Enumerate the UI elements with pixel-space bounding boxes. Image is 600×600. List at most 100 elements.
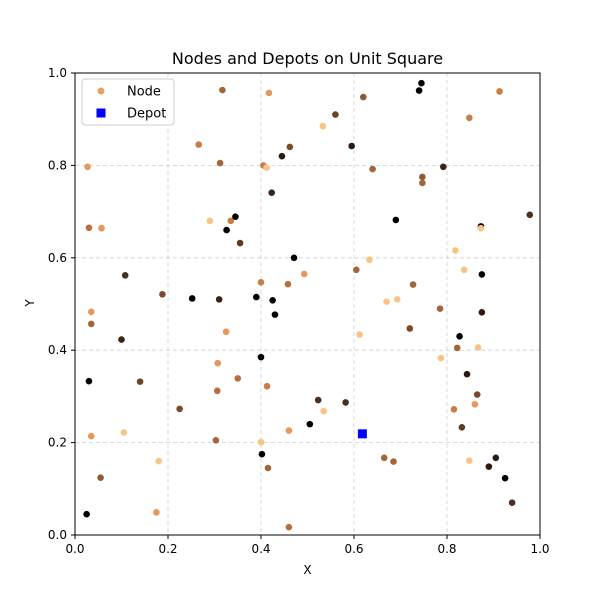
node-point [136, 378, 144, 385]
legend-depot-label: Depot [127, 107, 166, 122]
node-point [314, 396, 322, 404]
node-point [409, 281, 417, 288]
node-point [453, 344, 461, 352]
node-point [284, 280, 292, 288]
node-point [120, 429, 128, 436]
node-point [232, 213, 239, 220]
legend-node-marker [97, 87, 105, 95]
node-point [84, 163, 91, 171]
legend-node-label: Node [127, 85, 161, 100]
y-tick-label: 0.0 [48, 528, 67, 542]
node-point [285, 523, 293, 531]
node-point [153, 509, 160, 516]
node-point [496, 88, 503, 95]
node-point [419, 179, 426, 187]
node-point [450, 406, 458, 413]
node-point [380, 454, 388, 462]
x-tick-label: 0.2 [158, 542, 177, 556]
node-point [222, 328, 230, 336]
node-point [85, 224, 93, 232]
node-point [257, 278, 265, 286]
node-point [87, 308, 95, 316]
node-point [236, 239, 244, 247]
node-point [258, 450, 266, 458]
node-point [348, 142, 355, 150]
node-point [466, 114, 473, 122]
node-point [383, 298, 390, 305]
node-point [227, 217, 235, 225]
node-point [159, 290, 166, 298]
node-point [98, 224, 105, 232]
node-point [306, 420, 314, 428]
node-point [269, 297, 276, 304]
node-point [485, 463, 493, 470]
node-point [85, 377, 93, 385]
x-tick-label: 0.4 [251, 542, 270, 556]
node-point [320, 407, 328, 415]
plot-area-frame [74, 72, 541, 536]
node-point [477, 224, 485, 232]
y-tick-label: 1.0 [48, 66, 67, 80]
node-point [463, 370, 471, 378]
legend: Node Depot [81, 78, 175, 126]
y-tick-label: 0.8 [48, 158, 67, 172]
node-point [155, 457, 162, 465]
node-point [393, 296, 401, 303]
node-point [286, 143, 294, 151]
node-point [285, 427, 293, 434]
node-point [212, 436, 220, 444]
node-point [257, 438, 265, 446]
node-point [478, 271, 486, 278]
node-point [437, 354, 445, 362]
node-point [356, 331, 363, 338]
node-point [216, 159, 224, 167]
y-tick-label: 0.6 [48, 251, 67, 265]
node-point [452, 247, 459, 254]
y-axis-ticks: 0.0 0.2 0.4 0.6 0.8 1.0 [48, 66, 75, 542]
node-point [121, 272, 129, 279]
node-point [97, 474, 104, 482]
node-point [466, 457, 473, 464]
node-point [271, 311, 279, 318]
x-tick-label: 0.6 [344, 542, 363, 556]
node-point [436, 305, 444, 312]
node-point [214, 359, 222, 367]
node-point [501, 474, 509, 482]
node-point [439, 163, 447, 171]
node-point [234, 375, 242, 382]
x-tick-label: 0.0 [65, 542, 84, 556]
node-point [460, 266, 468, 274]
node-point [263, 382, 271, 390]
node-point [360, 93, 367, 101]
node-point [195, 141, 202, 148]
node-point [366, 256, 373, 263]
x-axis-ticks: 0.0 0.2 0.4 0.6 0.8 1.0 [65, 535, 550, 556]
node-point [219, 86, 226, 94]
depot-point [357, 429, 367, 439]
node-point [87, 432, 95, 440]
node-point [83, 510, 90, 518]
node-point [87, 320, 95, 328]
y-tick-label: 0.2 [48, 436, 67, 450]
node-point [471, 400, 479, 408]
node-point [188, 295, 196, 302]
node-point [213, 387, 221, 395]
node-point [257, 353, 265, 361]
legend-depot-marker [96, 108, 106, 118]
node-point [478, 309, 486, 316]
node-point [458, 424, 466, 431]
y-tick-label: 0.4 [48, 343, 67, 357]
node-point [419, 173, 426, 181]
y-axis-label: Y [23, 299, 37, 308]
node-point [526, 211, 534, 219]
node-point [332, 111, 339, 118]
node-point [319, 122, 327, 130]
node-point [353, 266, 360, 274]
data-points [83, 79, 534, 531]
node-point [369, 165, 376, 173]
node-point [474, 344, 482, 351]
node-point [206, 217, 214, 225]
node-point [268, 189, 275, 196]
x-tick-label: 0.8 [437, 542, 456, 556]
